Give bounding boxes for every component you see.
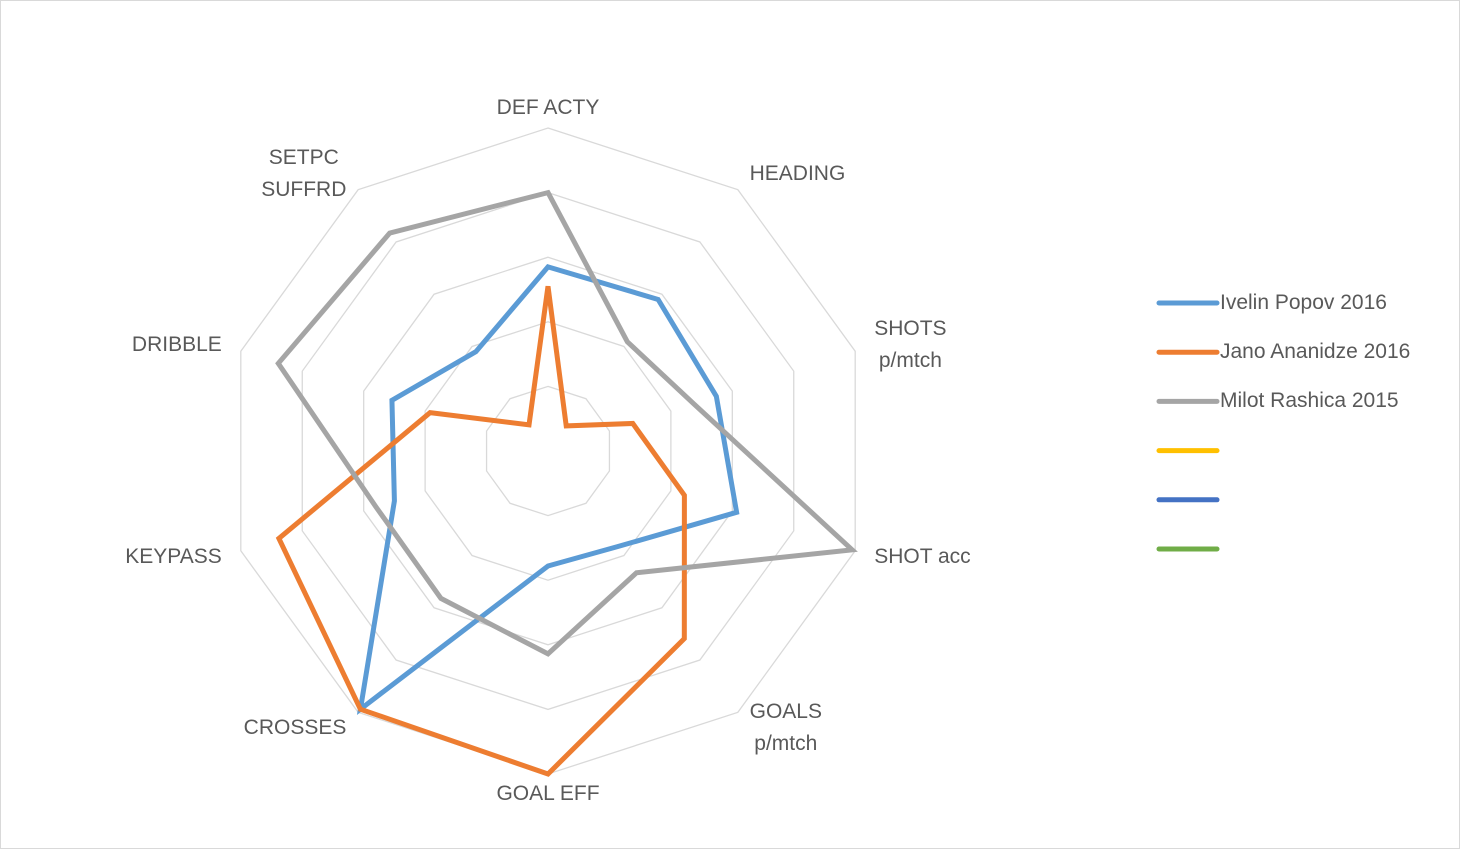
axis-label: HEADING	[749, 161, 846, 185]
legend-label: Jano Ananidze 2016	[1220, 340, 1411, 364]
axis-label: GOALS p/mtch	[749, 700, 822, 756]
series-line	[275, 285, 687, 777]
axis-label: CROSSES	[243, 716, 347, 740]
legend-label: Ivelin Popov 2016	[1220, 291, 1387, 314]
axis-label: SHOTS p/mtch	[874, 317, 947, 372]
grid-ring	[301, 191, 795, 711]
axis-label: SHOT acc	[874, 544, 971, 568]
axis-label: DEF ACTY	[496, 96, 600, 119]
series-line	[275, 189, 858, 657]
legend-label: Milot Rashica 2015	[1220, 389, 1399, 413]
grid-ring	[485, 385, 611, 517]
axis-label: KEYPASS	[125, 544, 222, 568]
grid-ring	[363, 256, 733, 646]
series-line	[356, 264, 740, 715]
axis-label: GOAL EFF	[496, 782, 600, 805]
axis-label: SETPC SUFFRD	[261, 145, 347, 201]
axis-label: DRIBBLE	[131, 333, 222, 356]
grid-ring	[424, 321, 672, 581]
grid-ring	[240, 127, 856, 775]
